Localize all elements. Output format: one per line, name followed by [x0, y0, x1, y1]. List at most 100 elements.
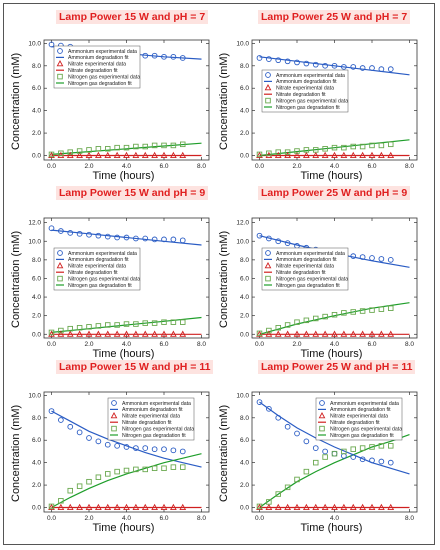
y-tick-label: 6.0 [32, 85, 41, 92]
data-point-3 [95, 323, 102, 329]
data-point-3 [266, 327, 272, 334]
data-point-1 [303, 438, 310, 445]
data-point-1 [67, 423, 74, 430]
y-axis-label: Concentration (mM) [218, 52, 230, 150]
x-axis-label: Time (hours) [92, 170, 155, 182]
data-point-1 [123, 234, 130, 241]
legend-marker [57, 48, 63, 54]
data-point-2 [113, 503, 121, 510]
legend-marker [264, 262, 272, 269]
data-point-2 [331, 330, 338, 337]
y-tick-label: 10.0 [236, 40, 249, 47]
data-point-1 [303, 60, 310, 67]
y-tick-label: 6.0 [240, 85, 249, 92]
legend-box [53, 247, 141, 291]
data-point-2 [123, 503, 130, 510]
data-point-3 [123, 144, 130, 151]
data-point-1 [161, 53, 167, 60]
legend-marker [265, 275, 271, 282]
legend-box [53, 45, 141, 89]
data-point-2 [274, 503, 282, 510]
legend-entry: Ammonium experimental data [276, 73, 345, 79]
chart-panel-5: 0.0 2.0 4.0 6.0 8.0 10.0 0.0 2.0 4.0 6.0 8.0 Ammoni… [28, 391, 210, 522]
data-point-2 [151, 330, 158, 337]
y-tick-label: 4.0 [240, 294, 249, 301]
data-point-2 [359, 151, 366, 158]
data-point-1 [378, 256, 385, 262]
y-tick-label: 0.0 [240, 331, 249, 338]
data-point-3 [350, 143, 357, 150]
y-tick-label: 0.0 [32, 153, 41, 160]
legend-box [261, 69, 349, 113]
data-point-2 [265, 151, 273, 158]
legend-entry: Nitrate experimental data [122, 414, 180, 420]
data-point-1 [170, 447, 177, 454]
data-point-2 [141, 151, 149, 158]
legend-marker [57, 275, 63, 282]
data-point-1 [350, 253, 357, 259]
data-point-3 [67, 149, 73, 155]
data-point-2 [284, 330, 291, 337]
data-point-2 [368, 151, 376, 158]
x-tick-label: 4.0 [330, 515, 339, 522]
data-point-2 [95, 151, 102, 158]
y-axis-label: Concentration (mM) [218, 230, 230, 328]
y-tick-label: 0.0 [32, 331, 41, 338]
data-point-3 [369, 307, 375, 313]
data-point-3 [170, 464, 177, 470]
data-point-3 [86, 324, 92, 330]
data-point-2 [274, 151, 282, 158]
chart-title: Lamp Power 25 W and pH = 11 [258, 360, 416, 374]
data-point-3 [58, 150, 64, 157]
data-point-3 [256, 330, 263, 337]
data-point-2 [66, 503, 74, 510]
legend-entry: Nitrate degradation fit [276, 270, 326, 276]
legend-entry: Ammonium degradation fit [122, 407, 183, 413]
data-point-3 [67, 325, 73, 332]
data-point-2 [66, 330, 74, 337]
legend-entry: Nitrogen gas degradation fit [122, 433, 186, 439]
data-point-2 [95, 330, 102, 337]
data-point-3 [266, 499, 272, 505]
y-tick-label: 2.0 [240, 313, 249, 320]
x-tick-label: 8.0 [197, 515, 206, 522]
data-point-3 [161, 142, 167, 149]
data-point-2 [349, 151, 357, 158]
data-point-3 [86, 478, 92, 485]
legend-entry: Nitrogen gas experimental data [68, 276, 140, 282]
y-tick-label: 12.0 [28, 220, 41, 227]
legend-entry: Ammonium experimental data [68, 49, 137, 55]
data-point-3 [341, 144, 347, 151]
legend-entry: Nitrate degradation fit [68, 270, 118, 276]
data-point-2 [123, 151, 130, 158]
data-point-2 [57, 503, 65, 510]
data-point-2 [151, 151, 158, 158]
y-tick-label: 8.0 [240, 63, 249, 70]
data-point-2 [312, 151, 320, 158]
data-point-3 [142, 320, 148, 326]
data-point-2 [160, 151, 168, 158]
y-tick-label: 10.0 [28, 40, 41, 47]
x-tick-label: 2.0 [84, 163, 93, 170]
data-point-1 [322, 448, 328, 455]
data-point-2 [274, 330, 282, 337]
x-tick-label: 4.0 [122, 341, 131, 348]
data-point-2 [312, 503, 320, 510]
data-point-2 [387, 151, 395, 158]
data-point-3 [86, 147, 92, 153]
data-point-1 [284, 423, 291, 430]
legend-entry: Nitrate experimental data [276, 86, 334, 92]
data-point-3 [303, 468, 310, 475]
data-point-1 [275, 414, 282, 421]
data-point-2 [312, 330, 320, 337]
y-tick-label: 6.0 [240, 275, 249, 282]
fit-line-3 [51, 142, 202, 155]
legend-entry: Ammonium experimental data [276, 251, 345, 257]
data-point-3 [369, 142, 375, 149]
data-point-1 [170, 236, 177, 243]
chart-panel-6: 0.0 2.0 4.0 6.0 8.0 10.0 0.0 4.0 8.0 Ammonium exp… [236, 391, 418, 522]
legend-box [315, 397, 403, 441]
legend-entry: Ammonium experimental data [68, 251, 137, 257]
data-point-1 [387, 257, 394, 263]
x-tick-label: 4.0 [330, 163, 339, 170]
